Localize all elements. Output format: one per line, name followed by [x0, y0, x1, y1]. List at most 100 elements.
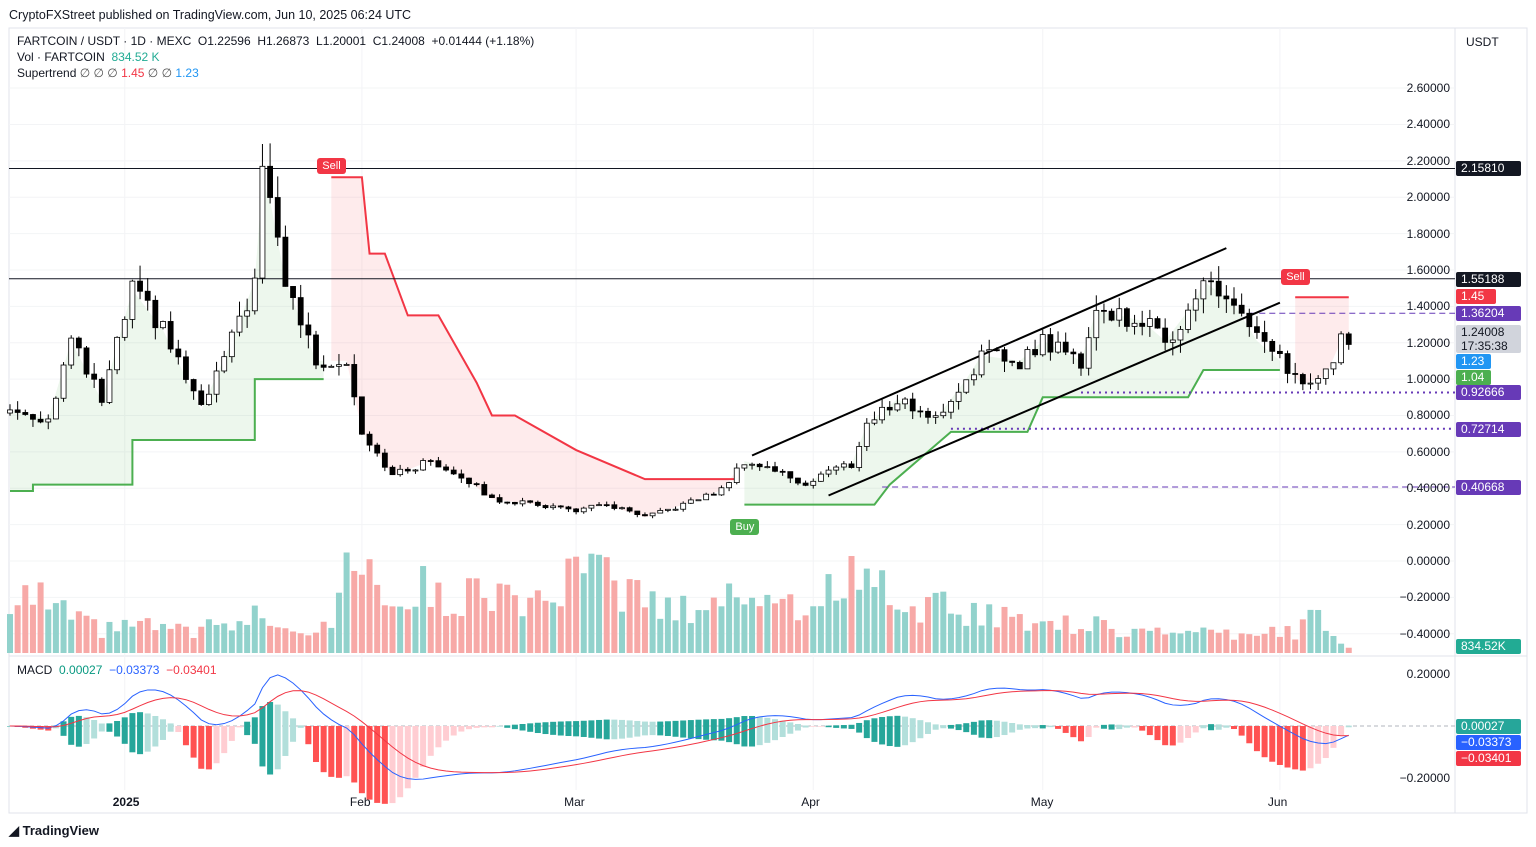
- candle-body: [1231, 298, 1237, 306]
- volume-bar: [14, 605, 21, 653]
- volume-bar: [1322, 630, 1329, 653]
- macd-histogram-bar: [833, 725, 840, 728]
- volume-bar: [37, 582, 44, 653]
- macd-histogram-bar: [695, 719, 702, 740]
- macd-histogram-bar: [1231, 726, 1237, 730]
- candle-body: [137, 280, 143, 292]
- macd-histogram-bar: [1284, 726, 1291, 768]
- volume-bar: [450, 613, 457, 653]
- candle-body: [680, 502, 687, 510]
- publisher-line: CryptoFXStreet published on TradingView.…: [9, 8, 412, 22]
- macd-histogram-bar: [1261, 726, 1268, 758]
- candle-body: [802, 482, 809, 486]
- candle-body: [129, 280, 136, 320]
- macd-histogram-bar: [274, 704, 281, 770]
- volume-bar: [619, 611, 625, 653]
- candle-body: [703, 493, 710, 501]
- candle-body: [305, 324, 312, 336]
- macd-axis-tick: 0.20000: [1406, 667, 1450, 681]
- macd-histogram-bar: [1169, 726, 1176, 746]
- volume-bar: [1108, 628, 1115, 653]
- candle-body: [1085, 337, 1092, 369]
- volume-bar: [114, 631, 121, 653]
- volume-bar: [366, 559, 373, 653]
- candle-body: [695, 499, 702, 502]
- macd-histogram-bar: [1345, 725, 1352, 728]
- macd-histogram-bar: [1078, 726, 1084, 742]
- candle-body: [481, 484, 488, 496]
- ohlc-open: O1.22596: [197, 34, 251, 48]
- macd-histogram-bar: [1223, 725, 1230, 728]
- volume-bar: [458, 616, 465, 653]
- macd-legend[interactable]: MACD 0.00027 −0.03373 −0.03401: [17, 663, 217, 677]
- macd-histogram-bar: [879, 717, 886, 745]
- candle-body: [14, 409, 21, 413]
- volume-bar: [718, 606, 725, 653]
- price-axis-tick: 2.00000: [1406, 190, 1450, 205]
- candle-body: [619, 507, 625, 510]
- volume-legend[interactable]: Vol · FARTCOIN 834.52 K: [17, 50, 160, 64]
- price-axis-tick: 2.60000: [1406, 81, 1450, 96]
- volume-bar: [389, 606, 396, 653]
- candle-body: [343, 364, 350, 366]
- macd-histogram-bar: [412, 726, 419, 778]
- macd-histogram-bar: [1146, 726, 1153, 736]
- macd-histogram-bar: [1192, 726, 1199, 733]
- macd-histogram-bar: [596, 719, 603, 739]
- level-price-tag: 1.36204: [1456, 306, 1521, 322]
- level-price-tag: 0.92666: [1456, 385, 1521, 401]
- volume-bar: [481, 597, 488, 653]
- candle-body: [358, 396, 365, 435]
- volume-bar: [144, 618, 151, 653]
- macd-histogram-bar: [175, 726, 182, 733]
- volume-bar: [970, 602, 977, 653]
- level-price-tag: 2.15810: [1456, 161, 1521, 177]
- candle-body: [167, 321, 174, 350]
- supertrend-params2: ∅ ∅: [147, 66, 173, 80]
- macd-histogram-bar: [320, 726, 327, 773]
- supertrend-fill: [10, 180, 324, 491]
- macd-histogram-bar: [335, 726, 342, 778]
- volume-bar: [1231, 639, 1237, 653]
- candle-body: [1032, 349, 1038, 356]
- macd-histogram-bar: [611, 719, 618, 740]
- volume-bar: [1330, 635, 1337, 653]
- volume-bar: [596, 554, 603, 653]
- currency-label[interactable]: USDT: [1466, 35, 1499, 49]
- candle-body: [894, 403, 901, 411]
- volume-bar: [466, 578, 472, 653]
- volume-bar: [1276, 636, 1283, 653]
- candle-body: [45, 418, 52, 423]
- macd-label: MACD: [17, 663, 53, 677]
- candle-body: [971, 374, 977, 381]
- volume-bar: [710, 597, 717, 653]
- candle-body: [366, 433, 373, 446]
- macd-histogram-bar: [1039, 725, 1046, 729]
- macd-histogram-bar: [718, 718, 725, 741]
- macd-histogram-bar: [450, 726, 457, 736]
- volume-bar: [680, 595, 687, 653]
- supertrend-legend[interactable]: Supertrend ∅ ∅ ∅ 1.45 ∅ ∅ 1.23: [17, 66, 199, 80]
- volume-bar: [175, 623, 182, 653]
- candle-body: [565, 506, 572, 510]
- macd-histogram-bar: [1139, 726, 1146, 731]
- volume-bar: [22, 585, 29, 653]
- volume-bar: [1192, 632, 1199, 653]
- candle-body: [649, 512, 656, 517]
- macd-histogram-bar: [221, 726, 228, 754]
- volume-bar: [940, 591, 947, 653]
- symbol-name[interactable]: FARTCOIN / USDT · 1D · MEXC: [17, 34, 192, 48]
- volume-bar: [741, 604, 748, 653]
- volume-bar: [198, 626, 205, 653]
- macd-histogram-bar: [435, 726, 442, 748]
- candle-body: [313, 334, 319, 366]
- volume-bar: [894, 609, 901, 653]
- volume-bar: [160, 623, 166, 653]
- price-axis-tick: 0.40000: [1406, 481, 1450, 496]
- macd-histogram-bar: [98, 723, 105, 732]
- candle-body: [909, 398, 916, 412]
- candle-body: [665, 508, 671, 511]
- candle-body: [772, 466, 778, 472]
- volume-bar: [1269, 626, 1276, 653]
